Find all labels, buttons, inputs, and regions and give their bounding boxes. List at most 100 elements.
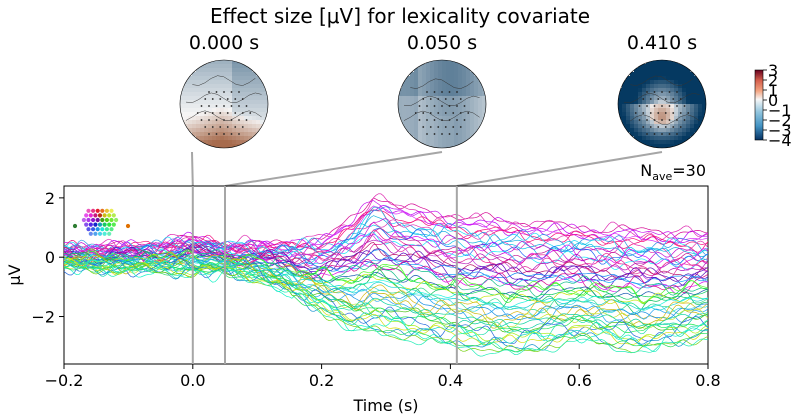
x-axis-label: Time (s)	[352, 396, 418, 415]
x-tick-label: 0.8	[695, 371, 720, 390]
sensor-dot	[93, 231, 98, 236]
channel-trace	[64, 231, 708, 270]
sensor-dot	[95, 227, 100, 232]
sensor-dot	[84, 222, 89, 227]
topomaps: 0.000 s 0.050 s 0.410 s	[179, 32, 707, 149]
channel-trace	[64, 250, 708, 289]
sensor-dot	[93, 213, 98, 218]
channel-trace	[64, 257, 708, 320]
channel-trace	[64, 255, 708, 329]
topomap: 0.000 s	[179, 32, 269, 149]
channel-trace	[64, 251, 708, 320]
y-tick-label: 2	[45, 189, 55, 208]
x-tick-label: 0.6	[566, 371, 591, 390]
sensor-dot	[72, 223, 78, 229]
channel-trace	[64, 258, 708, 348]
topomap: 0.410 s	[617, 32, 707, 149]
topomap-connector	[191, 151, 194, 187]
colorbar-tick-label: 3	[768, 61, 778, 80]
colorbar-tick-label: 0	[768, 91, 778, 110]
channel-trace	[64, 255, 708, 301]
sensor-dot	[107, 231, 112, 236]
sensor-dot	[102, 213, 107, 218]
x-tick-label: 0.4	[438, 371, 463, 390]
butterfly-plot: −0.2 0.0 0.2 0.4 0.6 0.8 −2 0 2 Nave=30	[31, 161, 720, 390]
channel-trace	[64, 258, 708, 345]
channel-trace	[64, 248, 708, 303]
sensor-dot	[111, 222, 116, 227]
sensor-dot	[81, 217, 86, 223]
sensor-dot	[100, 217, 105, 223]
channel-trace	[64, 256, 708, 311]
time-markers	[191, 186, 458, 364]
sensor-dot	[125, 223, 131, 229]
x-tick-label: 0.2	[309, 371, 334, 390]
topomap-time-label: 0.050 s	[407, 32, 477, 54]
colorbar-bar	[754, 69, 764, 141]
channel-trace	[64, 259, 708, 353]
y-tick-label: 0	[45, 248, 55, 267]
sensor-dot	[104, 227, 109, 232]
x-tick-label: 0.0	[180, 371, 205, 390]
sensor-dot	[88, 213, 93, 218]
topomap-time-label: 0.000 s	[189, 32, 259, 54]
channel-trace	[64, 193, 708, 256]
sensor-dot	[100, 227, 105, 232]
sensor-dot	[109, 208, 114, 213]
sensor-dot	[111, 213, 116, 218]
plot-frame	[63, 185, 709, 365]
y-tick-label: −2	[31, 308, 55, 327]
colorbar-tick-label: 2	[768, 71, 778, 90]
topomap-connector	[224, 151, 443, 187]
sensor-dot	[95, 208, 100, 213]
channel-trace	[64, 260, 708, 328]
sensor-dot	[100, 208, 105, 213]
sensor-dot	[102, 222, 107, 227]
channel-traces	[64, 193, 708, 357]
sensor-dot	[97, 231, 103, 236]
sensor-dot	[91, 208, 96, 213]
sensor-dot	[104, 208, 109, 213]
sensor-dot	[97, 213, 103, 218]
channel-trace	[64, 255, 708, 329]
channel-trace	[64, 261, 708, 351]
topomap-time-label: 0.410 s	[627, 32, 697, 54]
colorbar-tick-label: −3	[768, 121, 792, 140]
channel-trace	[64, 254, 708, 305]
topomap-connector	[456, 151, 663, 187]
sensor-dot	[84, 213, 89, 218]
channel-trace	[64, 257, 708, 346]
channel-trace	[64, 234, 708, 280]
channel-trace	[64, 206, 708, 261]
x-axis: −0.2 0.0 0.2 0.4 0.6 0.8	[45, 364, 721, 390]
channel-trace	[64, 258, 708, 341]
channel-trace	[64, 255, 708, 311]
channel-trace	[64, 240, 708, 280]
channel-trace	[64, 262, 708, 357]
sensor-dot	[86, 227, 91, 232]
sensor-dot	[102, 231, 107, 236]
sensor-dot	[93, 222, 98, 227]
channel-trace	[64, 228, 708, 268]
sensor-dot	[97, 222, 103, 227]
channel-layout-inset	[72, 208, 131, 236]
chart-title: Effect size [μV] for lexicality covariat…	[210, 4, 590, 28]
colorbar-tick-label: −2	[768, 111, 792, 130]
sensor-dot	[114, 217, 119, 223]
sensor-dot	[91, 217, 96, 223]
colorbar-tick-label: −4	[768, 131, 792, 150]
sensor-dot	[107, 213, 112, 218]
sensor-dot	[95, 217, 100, 223]
sensor-dot	[107, 222, 112, 227]
colorbar-tick-label: 1	[768, 81, 778, 100]
n-ave-annotation: Nave=30	[640, 161, 706, 183]
sensor-dot	[104, 217, 109, 223]
y-axis: −2 0 2	[31, 189, 64, 327]
channel-trace	[64, 249, 708, 285]
sensor-dot	[86, 208, 91, 213]
sensor-dot	[88, 222, 93, 227]
topomap-connectors	[191, 151, 663, 187]
sensor-dot	[109, 217, 114, 223]
